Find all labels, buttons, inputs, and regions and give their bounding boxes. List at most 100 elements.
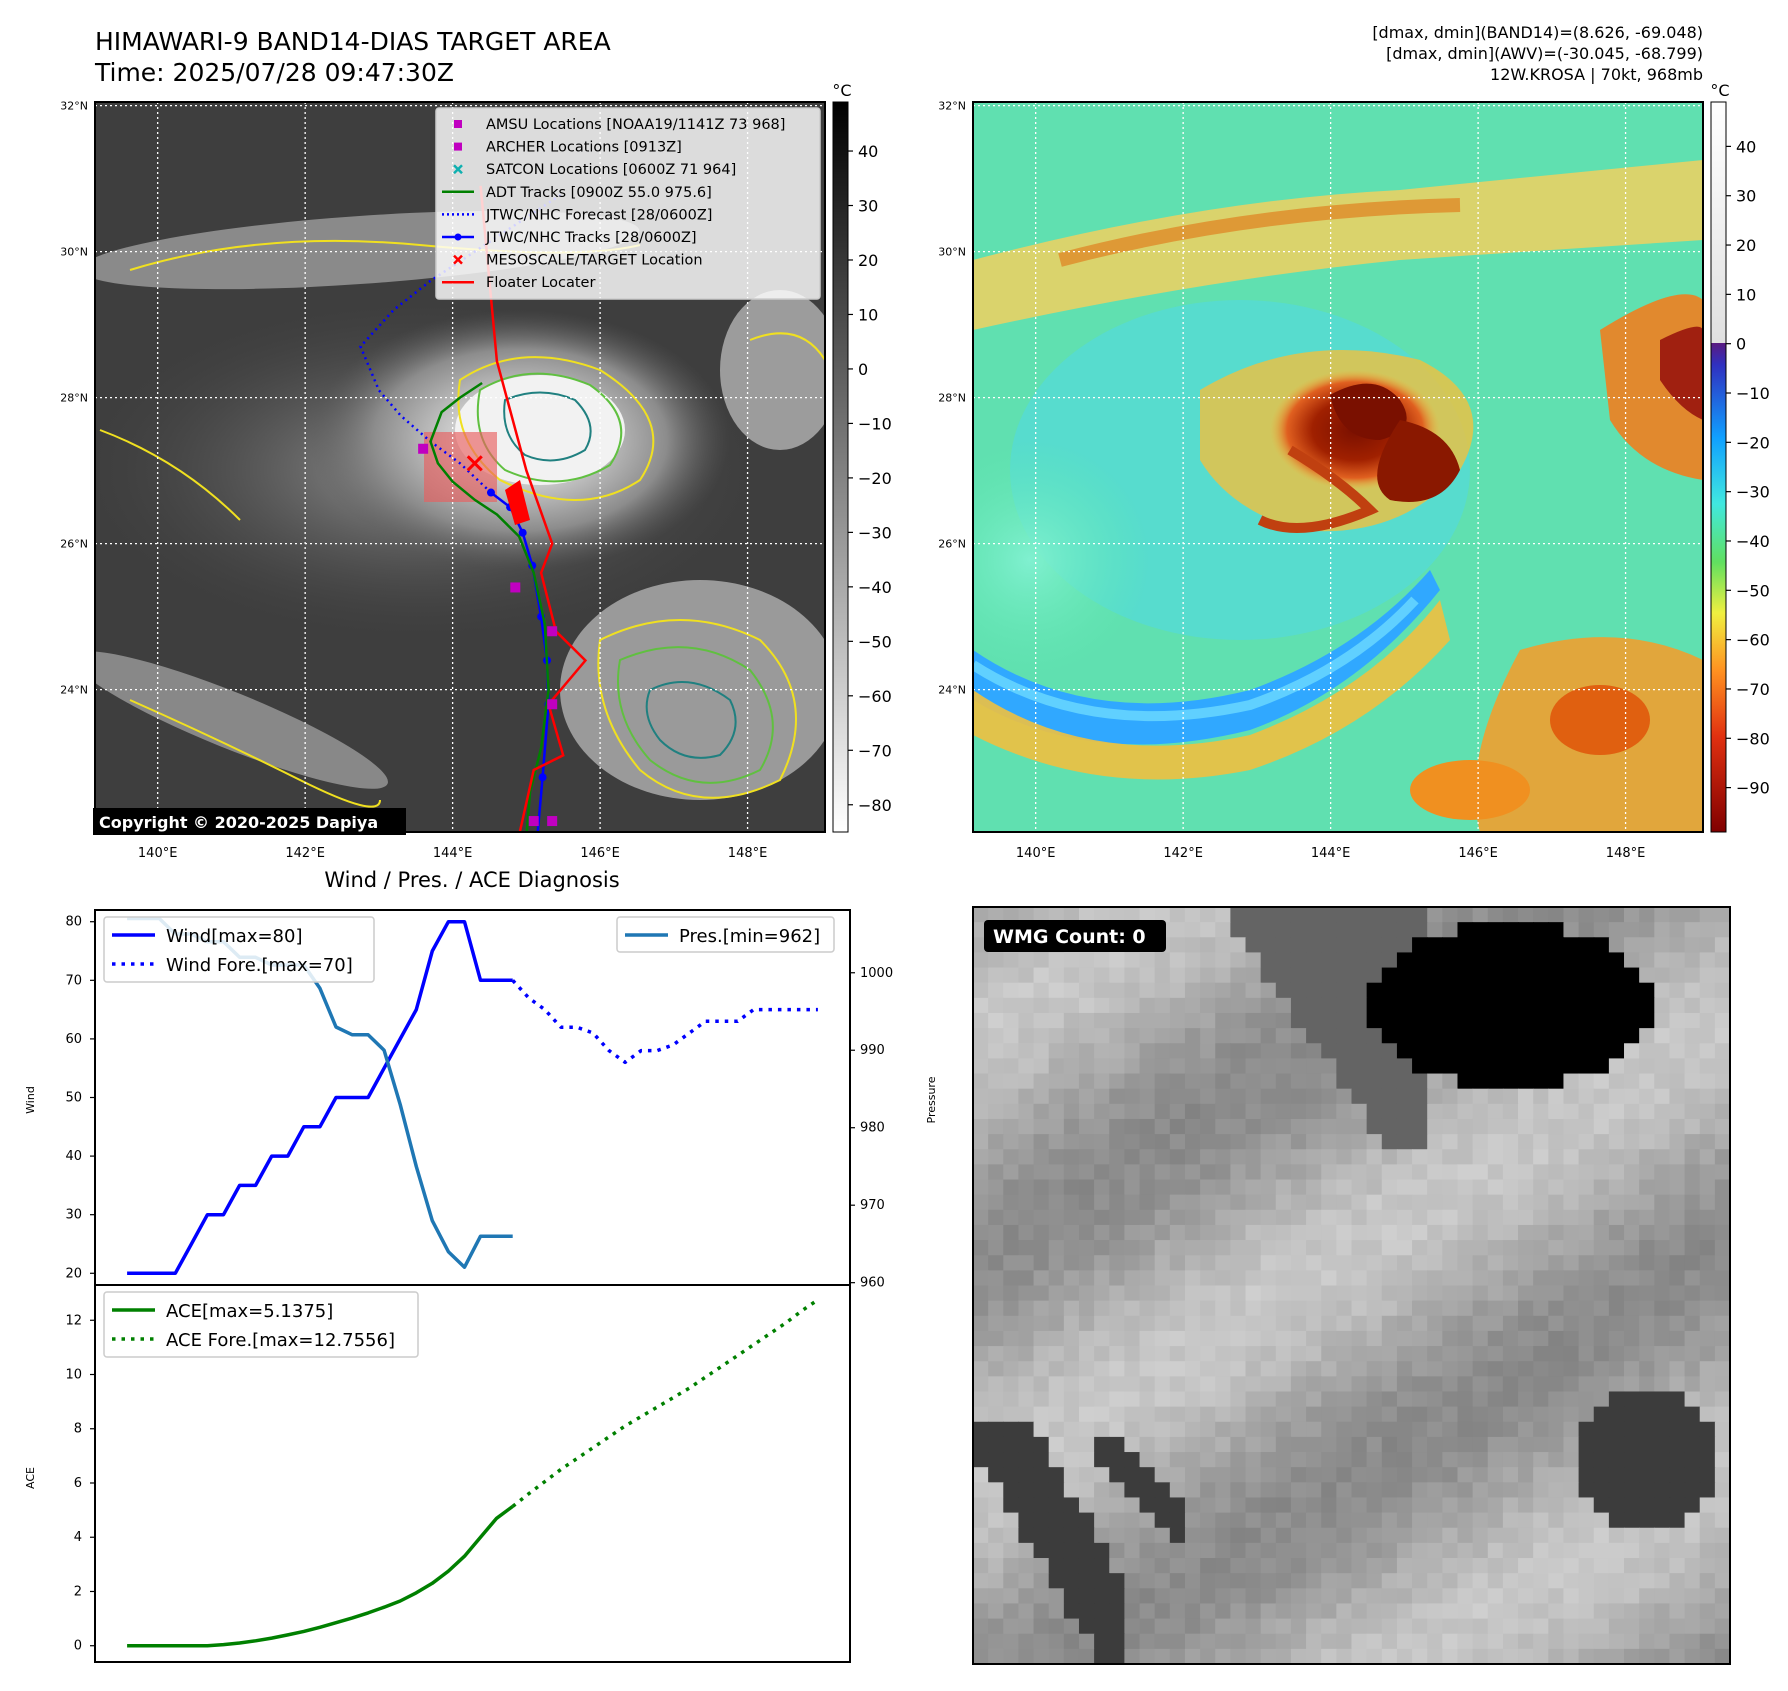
axis-tick-label: 2 xyxy=(74,1584,82,1599)
ir-lon-labels: 140°E 142°E 144°E 146°E 148°E xyxy=(138,846,767,861)
legend-item: ARCHER Locations [0913Z] xyxy=(454,140,682,156)
copyright-label: Copyright © 2020-2025 Dapiya xyxy=(99,813,378,832)
colorbar-tick-label: 40 xyxy=(1736,137,1756,156)
ir-colorbar-unit: °C xyxy=(832,81,851,100)
ir-lon-label: 146°E xyxy=(580,846,620,861)
wmg-panel: WMG Count: 0 xyxy=(972,906,1731,1665)
wind-axis-label: Wind xyxy=(24,1086,37,1114)
legend-label: AMSU Locations [NOAA19/1141Z 73 968] xyxy=(486,117,785,133)
awv-panel: 32°N 30°N 28°N 26°N 24°N 140°E 142°E 144°E 146°… xyxy=(938,81,1770,861)
ir-lon-label: 142°E xyxy=(285,846,325,861)
awv-lon-label: 144°E xyxy=(1311,846,1351,861)
axis-tick-label: 40 xyxy=(65,1149,82,1164)
wmg-imagery xyxy=(973,907,1730,1664)
series-line-wind-fore xyxy=(511,979,818,1065)
target-marker xyxy=(466,455,483,472)
colorbar-tick-label: −70 xyxy=(858,741,892,760)
legend-square-icon xyxy=(454,142,462,151)
colorbar-tick-label: −10 xyxy=(1736,384,1770,403)
ir-tracks xyxy=(359,185,588,832)
ir-colorbar-ticks: 40 30 20 10 0 −10 −20 −30 −40 −50 −60 −70 −80 xyxy=(848,142,892,815)
legend-item: ADT Tracks [0900Z 55.0 975.6] xyxy=(442,185,712,201)
legend-label: Floater Locater xyxy=(486,275,595,291)
amsu-marker xyxy=(547,816,558,827)
legend-ace-fore: ACE Fore.[max=12.7556] xyxy=(166,1330,395,1351)
colorbar-tick-label: 20 xyxy=(858,251,878,270)
axis-tick-label: 12 xyxy=(65,1313,82,1328)
colorbar-tick-label: −50 xyxy=(1736,581,1770,600)
ir-lat-labels: 32°N 30°N 28°N 26°N 24°N xyxy=(60,100,88,697)
series-line-wind xyxy=(127,919,513,1276)
colorbar-tick-label: −50 xyxy=(858,632,892,651)
mesoscale-target-box xyxy=(424,432,497,502)
awv-lon-label: 146°E xyxy=(1458,846,1498,861)
legend-label: SATCON Locations [0600Z 71 964] xyxy=(486,162,736,178)
diagnosis-title: Wind / Pres. / ACE Diagnosis xyxy=(324,868,619,892)
info-line2: [dmax, dmin](AWV)=(-30.045, -68.799) xyxy=(1386,44,1703,63)
awv-colorbar-ticks: 40 30 20 10 0 −10 −20 −30 −40 −50 −60 −70 −80 −90 xyxy=(1726,137,1770,798)
colorbar-tick-label: −20 xyxy=(1736,433,1770,452)
ace-legend: ACE[max=5.1375] ACE Fore.[max=12.7556] xyxy=(103,1291,419,1358)
awv-lat-label: 26°N xyxy=(938,538,966,551)
awv-imagery xyxy=(973,102,1703,832)
ir-lat-label: 32°N xyxy=(60,100,88,113)
wind-axis-ticks: 80 70 60 50 40 30 20 xyxy=(65,915,95,1281)
legend-wind-fore: Wind Fore.[max=70] xyxy=(166,955,353,976)
wind-legend: Wind[max=80] Wind Fore.[max=70] xyxy=(103,916,375,983)
figure-title-line1: HIMAWARI-9 BAND14-DIAS TARGET AREA xyxy=(95,27,611,56)
ir-lat-label: 30°N xyxy=(60,246,88,259)
figure-title-line2: Time: 2025/07/28 09:47:30Z xyxy=(94,58,454,87)
axis-tick-label: 8 xyxy=(74,1422,82,1437)
legend-label: JTWC/NHC Tracks [28/0600Z] xyxy=(485,230,697,246)
axis-tick-label: 0 xyxy=(74,1639,82,1654)
floater-shape xyxy=(505,480,530,525)
axis-tick-label: 980 xyxy=(860,1121,885,1136)
colorbar-tick-label: −30 xyxy=(858,523,892,542)
legend-square-icon xyxy=(454,120,462,128)
track-point xyxy=(538,773,547,782)
ace-axis-label: ACE xyxy=(24,1467,37,1489)
colorbar-tick-label: 40 xyxy=(858,142,878,161)
axis-tick-label: 10 xyxy=(65,1368,82,1383)
colorbar-tick-label: −40 xyxy=(1736,532,1770,551)
colorbar-tick-label: −10 xyxy=(858,414,892,433)
awv-lat-label: 24°N xyxy=(938,684,966,697)
colorbar-tick-label: −90 xyxy=(1736,779,1770,798)
colorbar-tick-label: 0 xyxy=(858,360,868,379)
colorbar-tick-label: −60 xyxy=(858,687,892,706)
axis-tick-label: 1000 xyxy=(860,966,893,981)
legend-label: ARCHER Locations [0913Z] xyxy=(486,140,682,156)
track-1 xyxy=(359,192,564,494)
colorbar-tick-label: 20 xyxy=(1736,236,1756,255)
awv-colorbar-unit: °C xyxy=(1710,81,1729,100)
ace-axis-ticks: 12 10 8 6 4 2 0 xyxy=(65,1313,95,1654)
colorbar-tick-label: −80 xyxy=(858,796,892,815)
legend-pressure: Pres.[min=962] xyxy=(679,926,820,947)
awv-colorbar xyxy=(1710,101,1727,833)
legend-item: SATCON Locations [0600Z 71 964] xyxy=(453,162,736,178)
amsu-marker xyxy=(510,582,521,593)
axis-tick-label: 60 xyxy=(65,1032,82,1047)
axis-tick-label: 6 xyxy=(74,1476,82,1491)
colorbar-tick-label: 10 xyxy=(1736,285,1756,304)
legend-label: MESOSCALE/TARGET Location xyxy=(486,253,703,269)
legend-item: AMSU Locations [NOAA19/1141Z 73 968] xyxy=(454,117,785,133)
legend-label: ADT Tracks [0900Z 55.0 975.6] xyxy=(486,185,712,201)
legend-ace: ACE[max=5.1375] xyxy=(166,1301,333,1322)
axis-tick-label: 960 xyxy=(860,1276,885,1291)
axis-tick-label: 80 xyxy=(65,915,82,930)
pressure-legend: Pres.[min=962] xyxy=(616,916,835,953)
legend-item: JTWC/NHC Tracks [28/0600Z] xyxy=(442,230,697,246)
amsu-marker xyxy=(418,443,429,454)
colorbar-tick-label: 0 xyxy=(1736,335,1746,354)
pressure-axis-label: Pressure xyxy=(925,1076,938,1123)
ace-series xyxy=(127,1298,819,1648)
axis-tick-label: 70 xyxy=(65,973,82,988)
axis-tick-label: 4 xyxy=(74,1530,82,1545)
awv-lat-labels: 32°N 30°N 28°N 26°N 24°N xyxy=(938,100,966,697)
axis-tick-label: 970 xyxy=(860,1198,885,1213)
colorbar-tick-label: −70 xyxy=(1736,680,1770,699)
legend-wind: Wind[max=80] xyxy=(166,926,303,947)
series-line-ace xyxy=(127,1504,514,1648)
